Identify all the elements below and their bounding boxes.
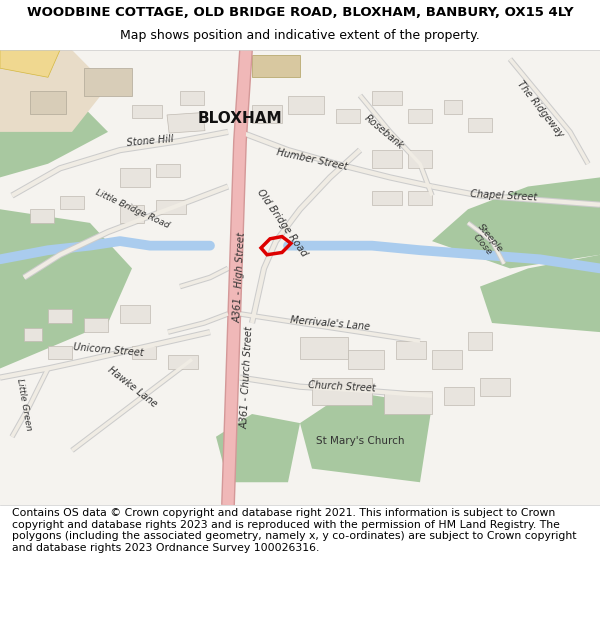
Polygon shape	[372, 91, 402, 104]
Polygon shape	[432, 177, 600, 268]
Polygon shape	[312, 378, 372, 405]
Polygon shape	[408, 191, 432, 205]
Polygon shape	[384, 391, 432, 414]
Polygon shape	[48, 346, 72, 359]
Polygon shape	[84, 319, 108, 332]
Polygon shape	[84, 68, 132, 96]
Polygon shape	[120, 305, 150, 323]
Polygon shape	[480, 378, 510, 396]
Text: WOODBINE COTTAGE, OLD BRIDGE ROAD, BLOXHAM, BANBURY, OX15 4LY: WOODBINE COTTAGE, OLD BRIDGE ROAD, BLOXH…	[26, 6, 574, 19]
Text: Old Bridge Road: Old Bridge Road	[255, 188, 309, 259]
Text: Steeple
Close: Steeple Close	[467, 222, 505, 261]
Polygon shape	[252, 104, 282, 122]
Text: Contains OS data © Crown copyright and database right 2021. This information is : Contains OS data © Crown copyright and d…	[12, 508, 577, 553]
Text: Chapel Street: Chapel Street	[470, 189, 538, 202]
Polygon shape	[288, 96, 324, 114]
Polygon shape	[168, 355, 198, 369]
Polygon shape	[156, 164, 180, 177]
Polygon shape	[396, 341, 426, 359]
Polygon shape	[180, 91, 204, 104]
Text: Humber Street: Humber Street	[275, 147, 349, 172]
Text: Unicorn Street: Unicorn Street	[73, 342, 143, 358]
Polygon shape	[468, 332, 492, 350]
Polygon shape	[300, 337, 348, 359]
Polygon shape	[468, 118, 492, 132]
Text: St Mary's Church: St Mary's Church	[316, 436, 404, 446]
Polygon shape	[30, 91, 66, 114]
Polygon shape	[444, 100, 462, 114]
Polygon shape	[132, 346, 156, 359]
Text: Rosebank: Rosebank	[362, 112, 406, 151]
Text: Little Green: Little Green	[15, 378, 33, 432]
Text: Little Bridge Road: Little Bridge Road	[94, 188, 170, 231]
Text: Hawke Lane: Hawke Lane	[106, 364, 158, 409]
Polygon shape	[120, 168, 150, 186]
Polygon shape	[348, 350, 384, 369]
Polygon shape	[0, 96, 108, 178]
Polygon shape	[120, 205, 144, 223]
Polygon shape	[216, 414, 300, 482]
Text: A361 - Church Street: A361 - Church Street	[240, 326, 256, 429]
Text: Merrivale's Lane: Merrivale's Lane	[290, 314, 370, 331]
Polygon shape	[408, 109, 432, 123]
Polygon shape	[300, 391, 432, 482]
Polygon shape	[444, 387, 474, 405]
Text: Church Street: Church Street	[308, 380, 376, 394]
Polygon shape	[408, 150, 432, 168]
Polygon shape	[0, 50, 108, 132]
Polygon shape	[336, 109, 360, 123]
Polygon shape	[132, 104, 162, 118]
Polygon shape	[0, 209, 132, 369]
Polygon shape	[432, 350, 462, 369]
Polygon shape	[156, 200, 186, 214]
Text: Map shows position and indicative extent of the property.: Map shows position and indicative extent…	[120, 29, 480, 42]
Text: A361 - High Street: A361 - High Street	[233, 232, 247, 323]
Polygon shape	[30, 209, 54, 223]
Polygon shape	[0, 50, 60, 78]
Text: Stone Hill: Stone Hill	[126, 134, 174, 148]
Polygon shape	[167, 112, 205, 133]
Polygon shape	[372, 150, 402, 168]
Polygon shape	[60, 196, 84, 209]
Polygon shape	[24, 328, 42, 341]
Polygon shape	[48, 309, 72, 323]
Polygon shape	[372, 191, 402, 205]
Text: BLOXHAM: BLOXHAM	[197, 111, 283, 126]
Polygon shape	[480, 255, 600, 332]
Text: The Ridgeway: The Ridgeway	[515, 79, 565, 139]
Polygon shape	[252, 54, 300, 78]
